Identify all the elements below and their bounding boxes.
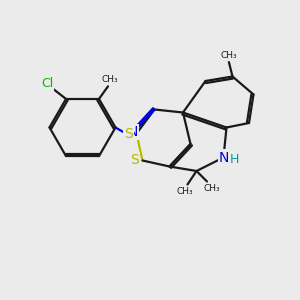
Text: N: N [128,125,138,139]
Text: S: S [124,127,133,140]
Text: N: N [219,151,229,164]
Text: CH₃: CH₃ [101,75,118,84]
Text: Cl: Cl [41,76,53,89]
Text: CH₃: CH₃ [203,184,220,193]
Text: H: H [230,153,240,167]
Text: S: S [130,154,139,167]
Text: CH₃: CH₃ [176,187,193,196]
Text: CH₃: CH₃ [220,51,237,60]
